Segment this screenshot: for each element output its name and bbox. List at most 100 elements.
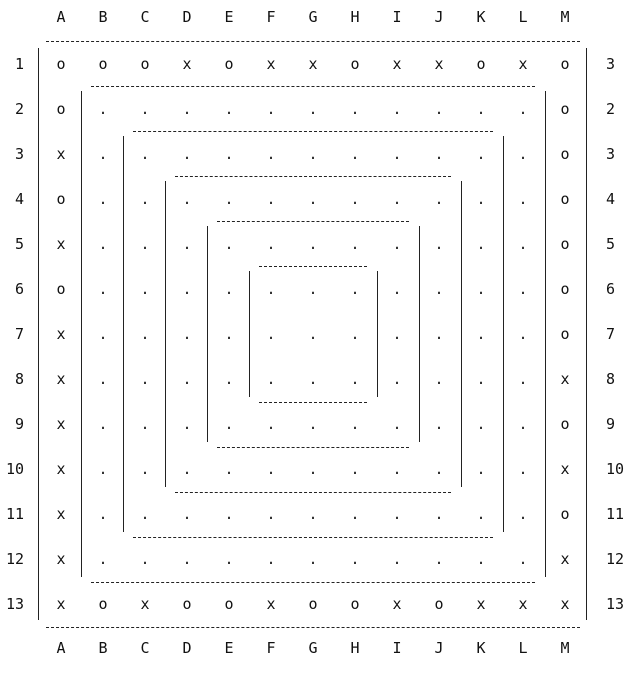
cell-L10[interactable]: . [518, 460, 528, 478]
cell-B2[interactable]: . [98, 100, 108, 118]
cell-I7[interactable]: . [392, 325, 402, 343]
cell-A7[interactable]: x [56, 325, 66, 343]
cell-H5[interactable]: . [350, 235, 360, 253]
cell-E4[interactable]: . [224, 190, 234, 208]
cell-C12[interactable]: . [140, 550, 150, 568]
cell-B12[interactable]: . [98, 550, 108, 568]
cell-G5[interactable]: . [308, 235, 318, 253]
cell-J13[interactable]: o [434, 595, 444, 613]
cell-A1[interactable]: o [56, 55, 66, 73]
cell-C2[interactable]: . [140, 100, 150, 118]
cell-F13[interactable]: x [266, 595, 276, 613]
cell-G10[interactable]: . [308, 460, 318, 478]
cell-A12[interactable]: x [56, 550, 66, 568]
cell-D10[interactable]: . [182, 460, 192, 478]
cell-D7[interactable]: . [182, 325, 192, 343]
cell-F1[interactable]: x [266, 55, 276, 73]
cell-L6[interactable]: . [518, 280, 528, 298]
cell-B7[interactable]: . [98, 325, 108, 343]
cell-L13[interactable]: x [518, 595, 528, 613]
cell-M1[interactable]: o [560, 55, 570, 73]
cell-C8[interactable]: . [140, 370, 150, 388]
cell-G1[interactable]: x [308, 55, 318, 73]
cell-K9[interactable]: . [476, 415, 486, 433]
cell-M5[interactable]: o [560, 235, 570, 253]
cell-A8[interactable]: x [56, 370, 66, 388]
cell-D8[interactable]: . [182, 370, 192, 388]
cell-H1[interactable]: o [350, 55, 360, 73]
cell-G13[interactable]: o [308, 595, 318, 613]
cell-G11[interactable]: . [308, 505, 318, 523]
cell-I6[interactable]: . [392, 280, 402, 298]
cell-C9[interactable]: . [140, 415, 150, 433]
cell-A4[interactable]: o [56, 190, 66, 208]
cell-A2[interactable]: o [56, 100, 66, 118]
cell-L2[interactable]: . [518, 100, 528, 118]
cell-L11[interactable]: . [518, 505, 528, 523]
cell-G9[interactable]: . [308, 415, 318, 433]
cell-B11[interactable]: . [98, 505, 108, 523]
cell-F6[interactable]: . [266, 280, 276, 298]
cell-I2[interactable]: . [392, 100, 402, 118]
cell-H10[interactable]: . [350, 460, 360, 478]
cell-K1[interactable]: o [476, 55, 486, 73]
cell-F8[interactable]: . [266, 370, 276, 388]
cell-A13[interactable]: x [56, 595, 66, 613]
cell-D4[interactable]: . [182, 190, 192, 208]
cell-H11[interactable]: . [350, 505, 360, 523]
cell-M8[interactable]: x [560, 370, 570, 388]
cell-K5[interactable]: . [476, 235, 486, 253]
cell-H8[interactable]: . [350, 370, 360, 388]
cell-G4[interactable]: . [308, 190, 318, 208]
cell-B4[interactable]: . [98, 190, 108, 208]
cell-H13[interactable]: o [350, 595, 360, 613]
cell-H6[interactable]: . [350, 280, 360, 298]
cell-G7[interactable]: . [308, 325, 318, 343]
cell-C10[interactable]: . [140, 460, 150, 478]
cell-A5[interactable]: x [56, 235, 66, 253]
cell-B13[interactable]: o [98, 595, 108, 613]
cell-F7[interactable]: . [266, 325, 276, 343]
cell-I13[interactable]: x [392, 595, 402, 613]
cell-G6[interactable]: . [308, 280, 318, 298]
cell-C3[interactable]: . [140, 145, 150, 163]
cell-L9[interactable]: . [518, 415, 528, 433]
cell-C4[interactable]: . [140, 190, 150, 208]
cell-I9[interactable]: . [392, 415, 402, 433]
cell-M7[interactable]: o [560, 325, 570, 343]
cell-K6[interactable]: . [476, 280, 486, 298]
cell-D1[interactable]: x [182, 55, 192, 73]
cell-L1[interactable]: x [518, 55, 528, 73]
cell-D9[interactable]: . [182, 415, 192, 433]
cell-H7[interactable]: . [350, 325, 360, 343]
cell-D13[interactable]: o [182, 595, 192, 613]
cell-C7[interactable]: . [140, 325, 150, 343]
cell-K8[interactable]: . [476, 370, 486, 388]
cell-J5[interactable]: . [434, 235, 444, 253]
cell-L8[interactable]: . [518, 370, 528, 388]
cell-B6[interactable]: . [98, 280, 108, 298]
cell-D5[interactable]: . [182, 235, 192, 253]
cell-E13[interactable]: o [224, 595, 234, 613]
cell-K7[interactable]: . [476, 325, 486, 343]
cell-I3[interactable]: . [392, 145, 402, 163]
cell-C11[interactable]: . [140, 505, 150, 523]
cell-L7[interactable]: . [518, 325, 528, 343]
cell-E5[interactable]: . [224, 235, 234, 253]
cell-H2[interactable]: . [350, 100, 360, 118]
cell-C13[interactable]: x [140, 595, 150, 613]
cell-I1[interactable]: x [392, 55, 402, 73]
cell-B9[interactable]: . [98, 415, 108, 433]
cell-K3[interactable]: . [476, 145, 486, 163]
cell-L3[interactable]: . [518, 145, 528, 163]
cell-J2[interactable]: . [434, 100, 444, 118]
cell-M10[interactable]: x [560, 460, 570, 478]
cell-D11[interactable]: . [182, 505, 192, 523]
cell-J8[interactable]: . [434, 370, 444, 388]
cell-F3[interactable]: . [266, 145, 276, 163]
cell-B10[interactable]: . [98, 460, 108, 478]
cell-F4[interactable]: . [266, 190, 276, 208]
cell-D12[interactable]: . [182, 550, 192, 568]
cell-I11[interactable]: . [392, 505, 402, 523]
cell-B1[interactable]: o [98, 55, 108, 73]
